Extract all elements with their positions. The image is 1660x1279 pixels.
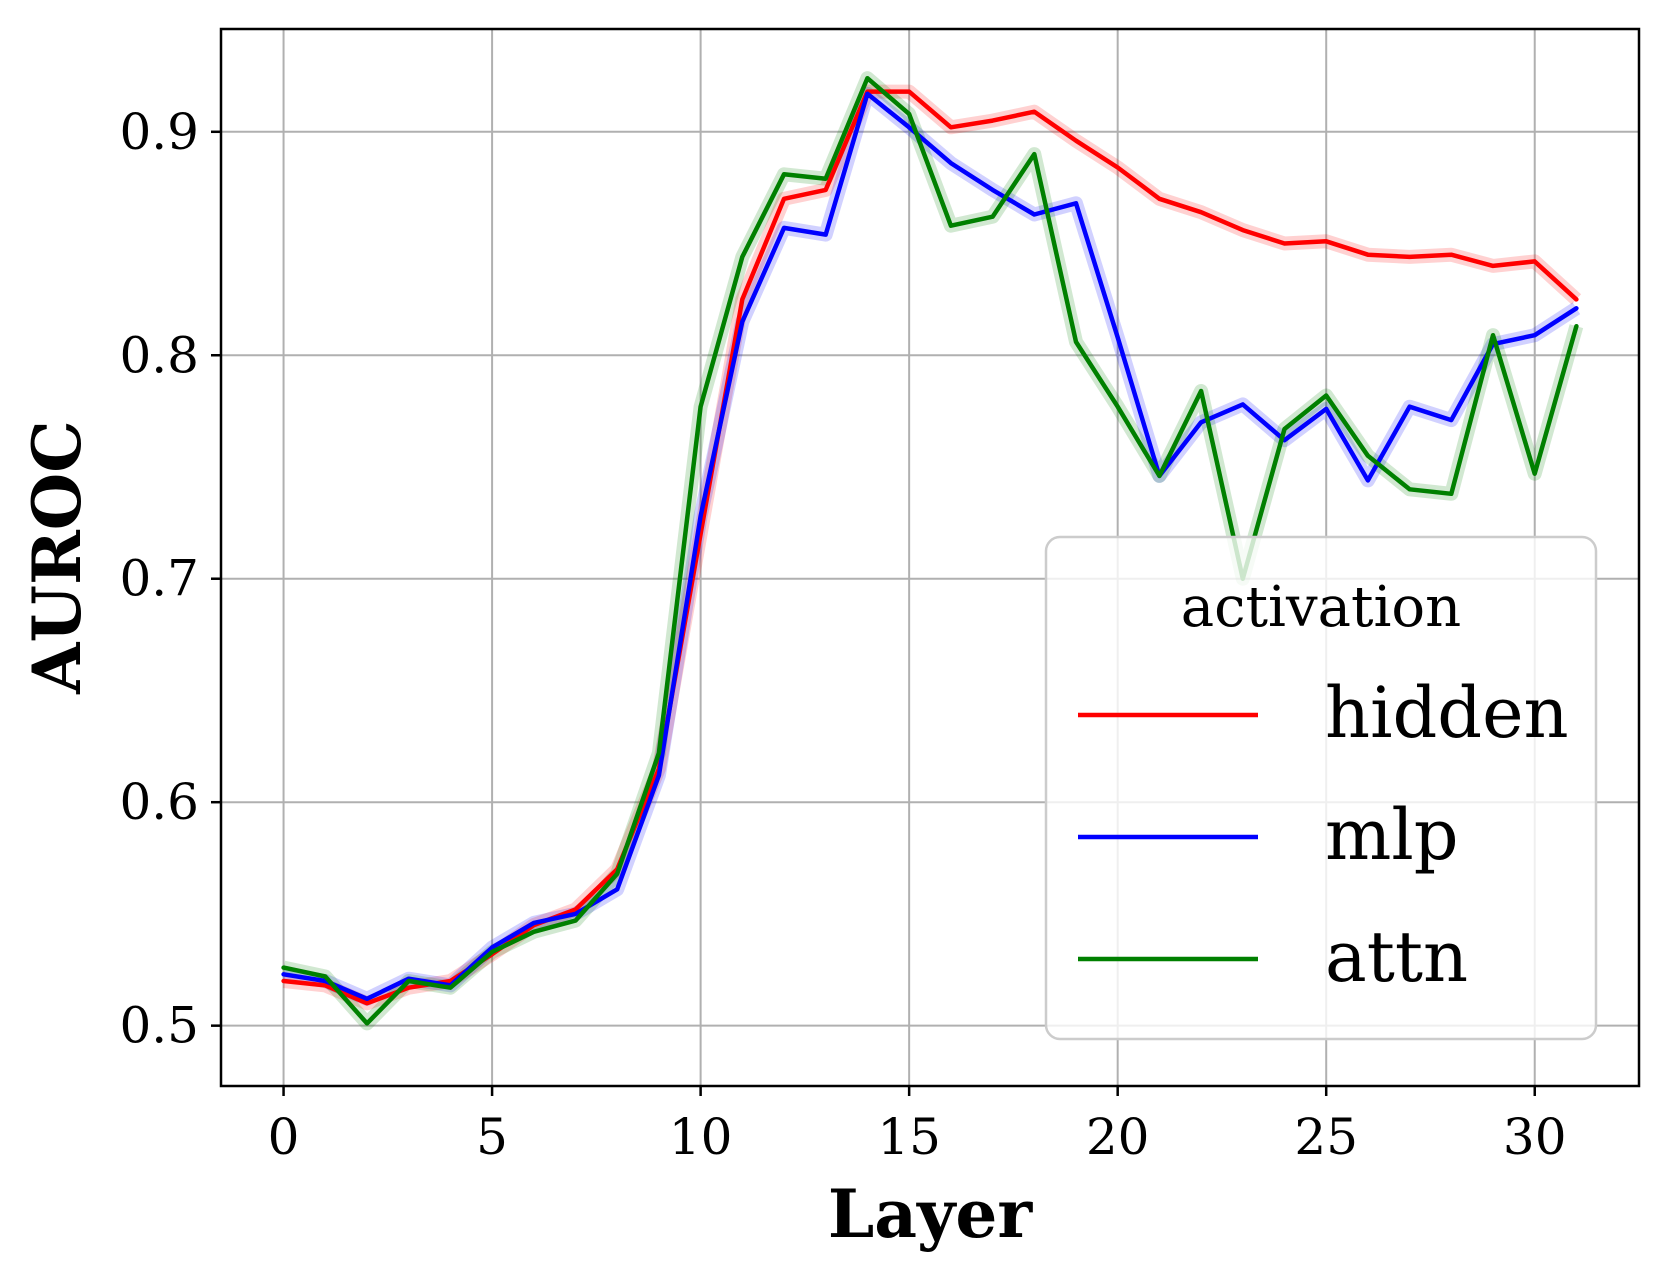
y-tick-label: 0.5 xyxy=(119,997,199,1055)
x-tick-label: 5 xyxy=(476,1108,508,1166)
series-line-attn xyxy=(281,75,1579,1026)
y-tick-label: 0.6 xyxy=(119,773,199,831)
x-tick-label: 20 xyxy=(1086,1108,1150,1166)
x-tick-label: 25 xyxy=(1294,1108,1358,1166)
x-tick-label: 30 xyxy=(1503,1108,1567,1166)
y-tick-label: 0.7 xyxy=(119,550,199,608)
x-tick-label: 0 xyxy=(268,1108,300,1166)
x-axis-ticks: 0 5 10 15 20 25 30 xyxy=(268,1086,1567,1166)
series-lines xyxy=(281,71,1584,1031)
legend-box xyxy=(1044,535,1598,1041)
x-tick-label: 15 xyxy=(877,1108,941,1166)
x-axis-label: Layer xyxy=(828,1175,1034,1253)
plot-frame xyxy=(219,27,1641,1088)
legend-title: activation xyxy=(1181,575,1461,640)
legend-label-hidden: hidden xyxy=(1325,672,1569,754)
legend: activation hidden mlp attn xyxy=(1044,535,1598,1041)
legend-label-mlp: mlp xyxy=(1325,794,1459,876)
series-line-mlp xyxy=(281,91,1579,1002)
y-axis-ticks: 0.5 0.6 0.7 0.8 0.9 xyxy=(119,103,221,1055)
legend-entries: hidden mlp attn xyxy=(1078,672,1569,998)
x-tick-label: 10 xyxy=(669,1108,733,1166)
y-axis-label: AUROC xyxy=(18,420,96,695)
y-tick-label: 0.9 xyxy=(119,103,199,161)
y-tick-label: 0.8 xyxy=(119,326,199,384)
legend-label-attn: attn xyxy=(1325,916,1468,998)
